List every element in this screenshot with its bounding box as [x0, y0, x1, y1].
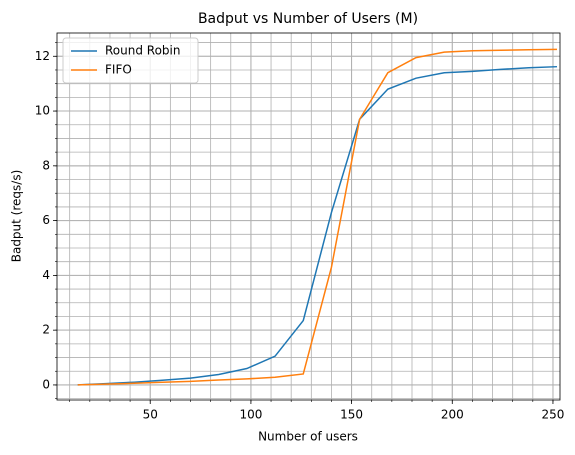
x-tick-label: 50: [143, 408, 158, 422]
y-tick-label: 4: [42, 268, 50, 282]
y-tick-label: 8: [42, 158, 50, 172]
y-tick-label: 2: [42, 323, 50, 337]
legend-label: FIFO: [105, 63, 132, 77]
y-tick-label: 10: [35, 104, 50, 118]
x-tick-label: 200: [441, 408, 464, 422]
line-series: [77, 48, 557, 386]
x-axis-label: Number of users: [258, 430, 358, 444]
x-tick-label: 150: [340, 408, 363, 422]
legend-label: Round Robin: [105, 44, 180, 58]
y-tick-label: 0: [42, 377, 50, 391]
y-tick-label: 12: [35, 49, 50, 63]
y-axis-label: Badput (reqs/s): [10, 170, 24, 263]
plot-frame: [56, 32, 561, 401]
chart-title: Badput vs Number of Users (M): [198, 11, 418, 27]
x-tick-label: 100: [239, 408, 262, 422]
x-tick-label: 250: [541, 408, 564, 422]
line-series: [77, 65, 558, 386]
legend-box: [62, 37, 199, 84]
y-tick-label: 6: [42, 213, 50, 227]
